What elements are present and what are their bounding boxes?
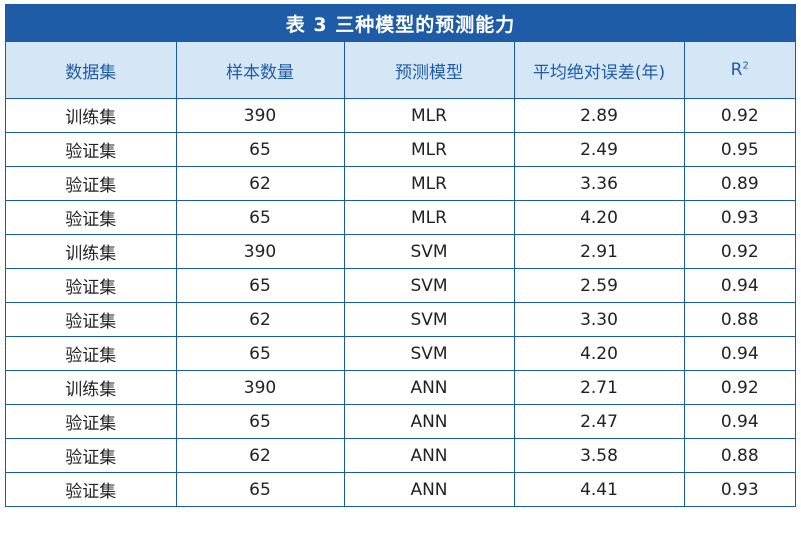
cell-r2: 0.92: [684, 370, 795, 405]
cell-dataset: 验证集: [6, 336, 177, 371]
cell-dataset: 验证集: [6, 302, 177, 337]
cell-dataset: 验证集: [6, 132, 177, 167]
cell-sample-count: 390: [176, 98, 345, 133]
cell-mae: 2.71: [514, 370, 685, 405]
cell-dataset: 训练集: [6, 370, 177, 405]
cell-dataset: 验证集: [6, 404, 177, 439]
header-dataset: 数据集: [6, 42, 177, 99]
cell-model: MLR: [344, 132, 515, 167]
cell-model: SVM: [344, 234, 515, 269]
cell-mae: 2.89: [514, 98, 685, 133]
cell-r2: 0.88: [684, 438, 795, 473]
table-row: 验证集 65 SVM 4.20 0.94: [6, 336, 795, 371]
model-table: 表 3 三种模型的预测能力 数据集 样本数量 预测模型 平均绝对误差(年) R2…: [5, 4, 796, 507]
cell-r2: 0.92: [684, 98, 795, 133]
cell-dataset: 验证集: [6, 268, 177, 303]
cell-sample-count: 62: [176, 302, 345, 337]
header-r2-label: R: [730, 60, 743, 80]
cell-mae: 4.20: [514, 200, 685, 235]
cell-model: MLR: [344, 166, 515, 201]
table-row: 验证集 62 ANN 3.58 0.88: [6, 438, 795, 473]
table-title: 表 3 三种模型的预测能力: [6, 5, 795, 42]
cell-r2: 0.94: [684, 268, 795, 303]
cell-sample-count: 390: [176, 370, 345, 405]
table-row: 训练集 390 MLR 2.89 0.92: [6, 98, 795, 133]
cell-dataset: 验证集: [6, 166, 177, 201]
cell-model: SVM: [344, 268, 515, 303]
cell-mae: 2.91: [514, 234, 685, 269]
cell-sample-count: 390: [176, 234, 345, 269]
cell-sample-count: 65: [176, 336, 345, 371]
cell-dataset: 验证集: [6, 472, 177, 506]
cell-dataset: 训练集: [6, 98, 177, 133]
cell-dataset: 训练集: [6, 234, 177, 269]
cell-sample-count: 65: [176, 268, 345, 303]
cell-r2: 0.92: [684, 234, 795, 269]
cell-sample-count: 65: [176, 404, 345, 439]
cell-sample-count: 65: [176, 132, 345, 167]
cell-r2: 0.95: [684, 132, 795, 167]
cell-sample-count: 65: [176, 200, 345, 235]
cell-r2: 0.89: [684, 166, 795, 201]
table-row: 训练集 390 SVM 2.91 0.92: [6, 234, 795, 269]
cell-model: ANN: [344, 370, 515, 405]
cell-mae: 4.20: [514, 336, 685, 371]
data-table: 数据集 样本数量 预测模型 平均绝对误差(年) R2 训练集 390 MLR 2.89…: [6, 42, 795, 506]
cell-mae: 2.59: [514, 268, 685, 303]
table-row: 验证集 62 MLR 3.36 0.89: [6, 166, 795, 201]
header-model: 预测模型: [344, 42, 515, 99]
cell-sample-count: 65: [176, 472, 345, 506]
cell-model: SVM: [344, 336, 515, 371]
table-body: 训练集 390 MLR 2.89 0.92 验证集 65 MLR 2.49 0.95 验证集 62 ML…: [6, 98, 795, 506]
header-row: 数据集 样本数量 预测模型 平均绝对误差(年) R2: [6, 42, 795, 99]
cell-mae: 3.58: [514, 438, 685, 473]
header-r2-superscript: 2: [742, 60, 749, 72]
cell-model: MLR: [344, 98, 515, 133]
cell-mae: 2.47: [514, 404, 685, 439]
header-mae: 平均绝对误差(年): [514, 42, 685, 99]
cell-model: SVM: [344, 302, 515, 337]
header-r2: R2: [684, 42, 795, 99]
cell-model: MLR: [344, 200, 515, 235]
cell-mae: 2.49: [514, 132, 685, 167]
cell-model: ANN: [344, 472, 515, 506]
table-row: 验证集 65 SVM 2.59 0.94: [6, 268, 795, 303]
table-row: 训练集 390 ANN 2.71 0.92: [6, 370, 795, 405]
cell-mae: 4.41: [514, 472, 685, 506]
cell-r2: 0.93: [720, 479, 759, 500]
table-row: 验证集 65 ANN 4.41 0.93: [6, 472, 795, 506]
header-sample-count: 样本数量: [176, 42, 345, 99]
cell-dataset: 验证集: [6, 438, 177, 473]
cell-r2: 0.93: [684, 200, 795, 235]
cell-r2: 0.94: [684, 404, 795, 439]
cell-sample-count: 62: [176, 438, 345, 473]
cell-model: ANN: [344, 438, 515, 473]
cell-mae: 3.36: [514, 166, 685, 201]
table-row: 验证集 62 SVM 3.30 0.88: [6, 302, 795, 337]
cell-r2: 0.94: [684, 336, 795, 371]
table-row: 验证集 65 MLR 2.49 0.95: [6, 132, 795, 167]
table-row: 验证集 65 ANN 2.47 0.94: [6, 404, 795, 439]
cell-sample-count: 62: [176, 166, 345, 201]
cell-mae: 3.30: [514, 302, 685, 337]
cell-r2: 0.88: [684, 302, 795, 337]
cell-model: ANN: [344, 404, 515, 439]
cell-dataset: 验证集: [6, 200, 177, 235]
table-row: 验证集 65 MLR 4.20 0.93: [6, 200, 795, 235]
